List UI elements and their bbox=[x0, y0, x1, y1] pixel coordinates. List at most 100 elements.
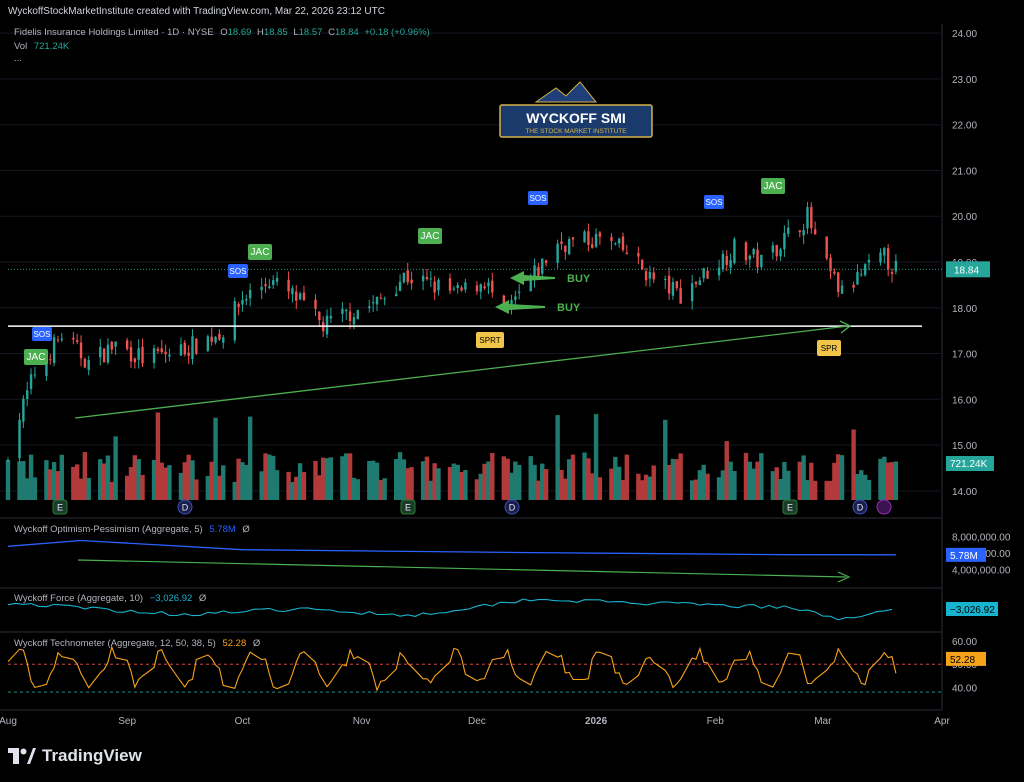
candle-body bbox=[368, 306, 371, 309]
volume-bar bbox=[705, 473, 710, 500]
marker-label: SOS bbox=[230, 267, 247, 276]
candle-body bbox=[156, 348, 160, 351]
candle-body bbox=[237, 304, 240, 307]
candle-body bbox=[783, 232, 786, 250]
volume-bar bbox=[244, 464, 249, 500]
volume-bar bbox=[559, 469, 564, 500]
candle-body bbox=[268, 286, 271, 288]
volume-bar bbox=[271, 455, 276, 500]
candle-body bbox=[890, 272, 894, 274]
time-tick-label: Nov bbox=[353, 716, 371, 727]
volume-bar bbox=[851, 429, 856, 500]
candle-body bbox=[591, 244, 594, 248]
volume-bar bbox=[747, 461, 753, 500]
force-suffix: Ø bbox=[198, 593, 207, 604]
volume-bar bbox=[732, 471, 737, 500]
candle-body bbox=[690, 283, 694, 302]
volume-bar bbox=[351, 477, 357, 500]
candle-body bbox=[29, 374, 33, 389]
volume-bar bbox=[221, 465, 226, 500]
tradingview-brand[interactable]: TradingView bbox=[8, 746, 142, 766]
candle-body bbox=[18, 419, 21, 459]
volume-bar bbox=[382, 478, 387, 500]
event-label: D bbox=[182, 503, 189, 513]
volume-bar bbox=[113, 436, 118, 500]
volume-bar bbox=[32, 477, 38, 500]
volume-bar bbox=[290, 481, 295, 500]
candle-body bbox=[867, 259, 871, 263]
candle-body bbox=[52, 337, 56, 364]
op-legend[interactable]: Wyckoff Optimism-Pessimism (Aggregate, 5… bbox=[14, 524, 250, 535]
volume-bar bbox=[770, 471, 776, 500]
candle-body bbox=[110, 341, 113, 350]
volume-bar bbox=[555, 415, 560, 500]
candle-body bbox=[771, 245, 775, 253]
volume-bar bbox=[797, 461, 802, 500]
candle-body bbox=[75, 340, 79, 342]
candle-body bbox=[375, 296, 379, 305]
marker-label: SPR bbox=[821, 344, 838, 353]
volume-bar bbox=[101, 463, 107, 500]
volume-bar bbox=[451, 463, 457, 500]
candle-body bbox=[102, 348, 106, 363]
price-tick-label: 18.00 bbox=[952, 304, 977, 315]
volume-bar bbox=[436, 468, 441, 500]
volume-bar bbox=[609, 468, 614, 500]
candle-body bbox=[329, 315, 333, 319]
candle-body bbox=[637, 253, 640, 257]
candle-body bbox=[325, 315, 329, 335]
candle-body bbox=[706, 270, 709, 279]
candle-body bbox=[264, 284, 267, 287]
volume-bar bbox=[663, 419, 668, 500]
volume-bar bbox=[370, 460, 376, 500]
candle-body bbox=[798, 230, 801, 233]
volume-bar bbox=[828, 480, 833, 500]
close-value: 18.84 bbox=[334, 27, 359, 38]
volume-value: 721.24K bbox=[33, 41, 70, 52]
candle-body bbox=[617, 238, 621, 244]
logo-subtitle: THE STOCK MARKET INSTITUTE bbox=[525, 128, 627, 135]
grid bbox=[0, 24, 943, 711]
volume-bar bbox=[505, 458, 510, 500]
op-tick-label: 8,000,000.00 bbox=[952, 532, 1011, 543]
candle-body bbox=[625, 252, 629, 255]
volume-bar bbox=[786, 470, 791, 500]
candle-body bbox=[129, 347, 133, 362]
high-value: 18.85 bbox=[263, 27, 288, 38]
volume-legend[interactable]: Vol 721.24K bbox=[14, 41, 69, 52]
volume-bar bbox=[232, 481, 237, 500]
candle-body bbox=[79, 342, 83, 359]
volume-bar bbox=[528, 456, 533, 500]
tech-value: 52.28 bbox=[222, 638, 247, 649]
volume-bar bbox=[643, 474, 649, 500]
candle-body bbox=[514, 296, 517, 300]
volume-bar bbox=[86, 477, 91, 500]
low-label: L bbox=[293, 27, 299, 38]
candle-body bbox=[291, 288, 294, 295]
tech-tick-label: 40.00 bbox=[952, 683, 977, 694]
volume-bar bbox=[801, 455, 806, 500]
op-trend-line bbox=[77, 559, 847, 578]
symbol-legend[interactable]: Fidelis Insurance Holdings Limited · 1D … bbox=[14, 27, 430, 38]
candle-body bbox=[164, 351, 167, 355]
volume-bar bbox=[678, 453, 683, 500]
force-legend[interactable]: Wyckoff Force (Aggregate, 10) −3,026.92 … bbox=[14, 593, 206, 604]
volume-bar bbox=[159, 462, 164, 500]
candle-body bbox=[22, 398, 25, 422]
volume-bar bbox=[878, 458, 883, 500]
legend-more[interactable]: ... bbox=[14, 53, 22, 64]
time-tick-label: Feb bbox=[707, 716, 725, 727]
candle-body bbox=[160, 348, 163, 353]
tech-legend[interactable]: Wyckoff Technometer (Aggregate, 12, 50, … bbox=[14, 638, 260, 649]
candle-body bbox=[491, 280, 494, 293]
volume-bar bbox=[482, 463, 487, 500]
change-value: +0.18 (+0.96%) bbox=[364, 27, 430, 38]
tech-label: Wyckoff Technometer (Aggregate, 12, 50, … bbox=[14, 638, 216, 649]
time-tick-label: Aug bbox=[0, 716, 17, 727]
volume-bar bbox=[344, 453, 349, 500]
marker-label: JAC bbox=[27, 352, 46, 363]
candle-body bbox=[571, 237, 575, 240]
volume-bar bbox=[862, 474, 868, 500]
candle-body bbox=[383, 298, 386, 300]
